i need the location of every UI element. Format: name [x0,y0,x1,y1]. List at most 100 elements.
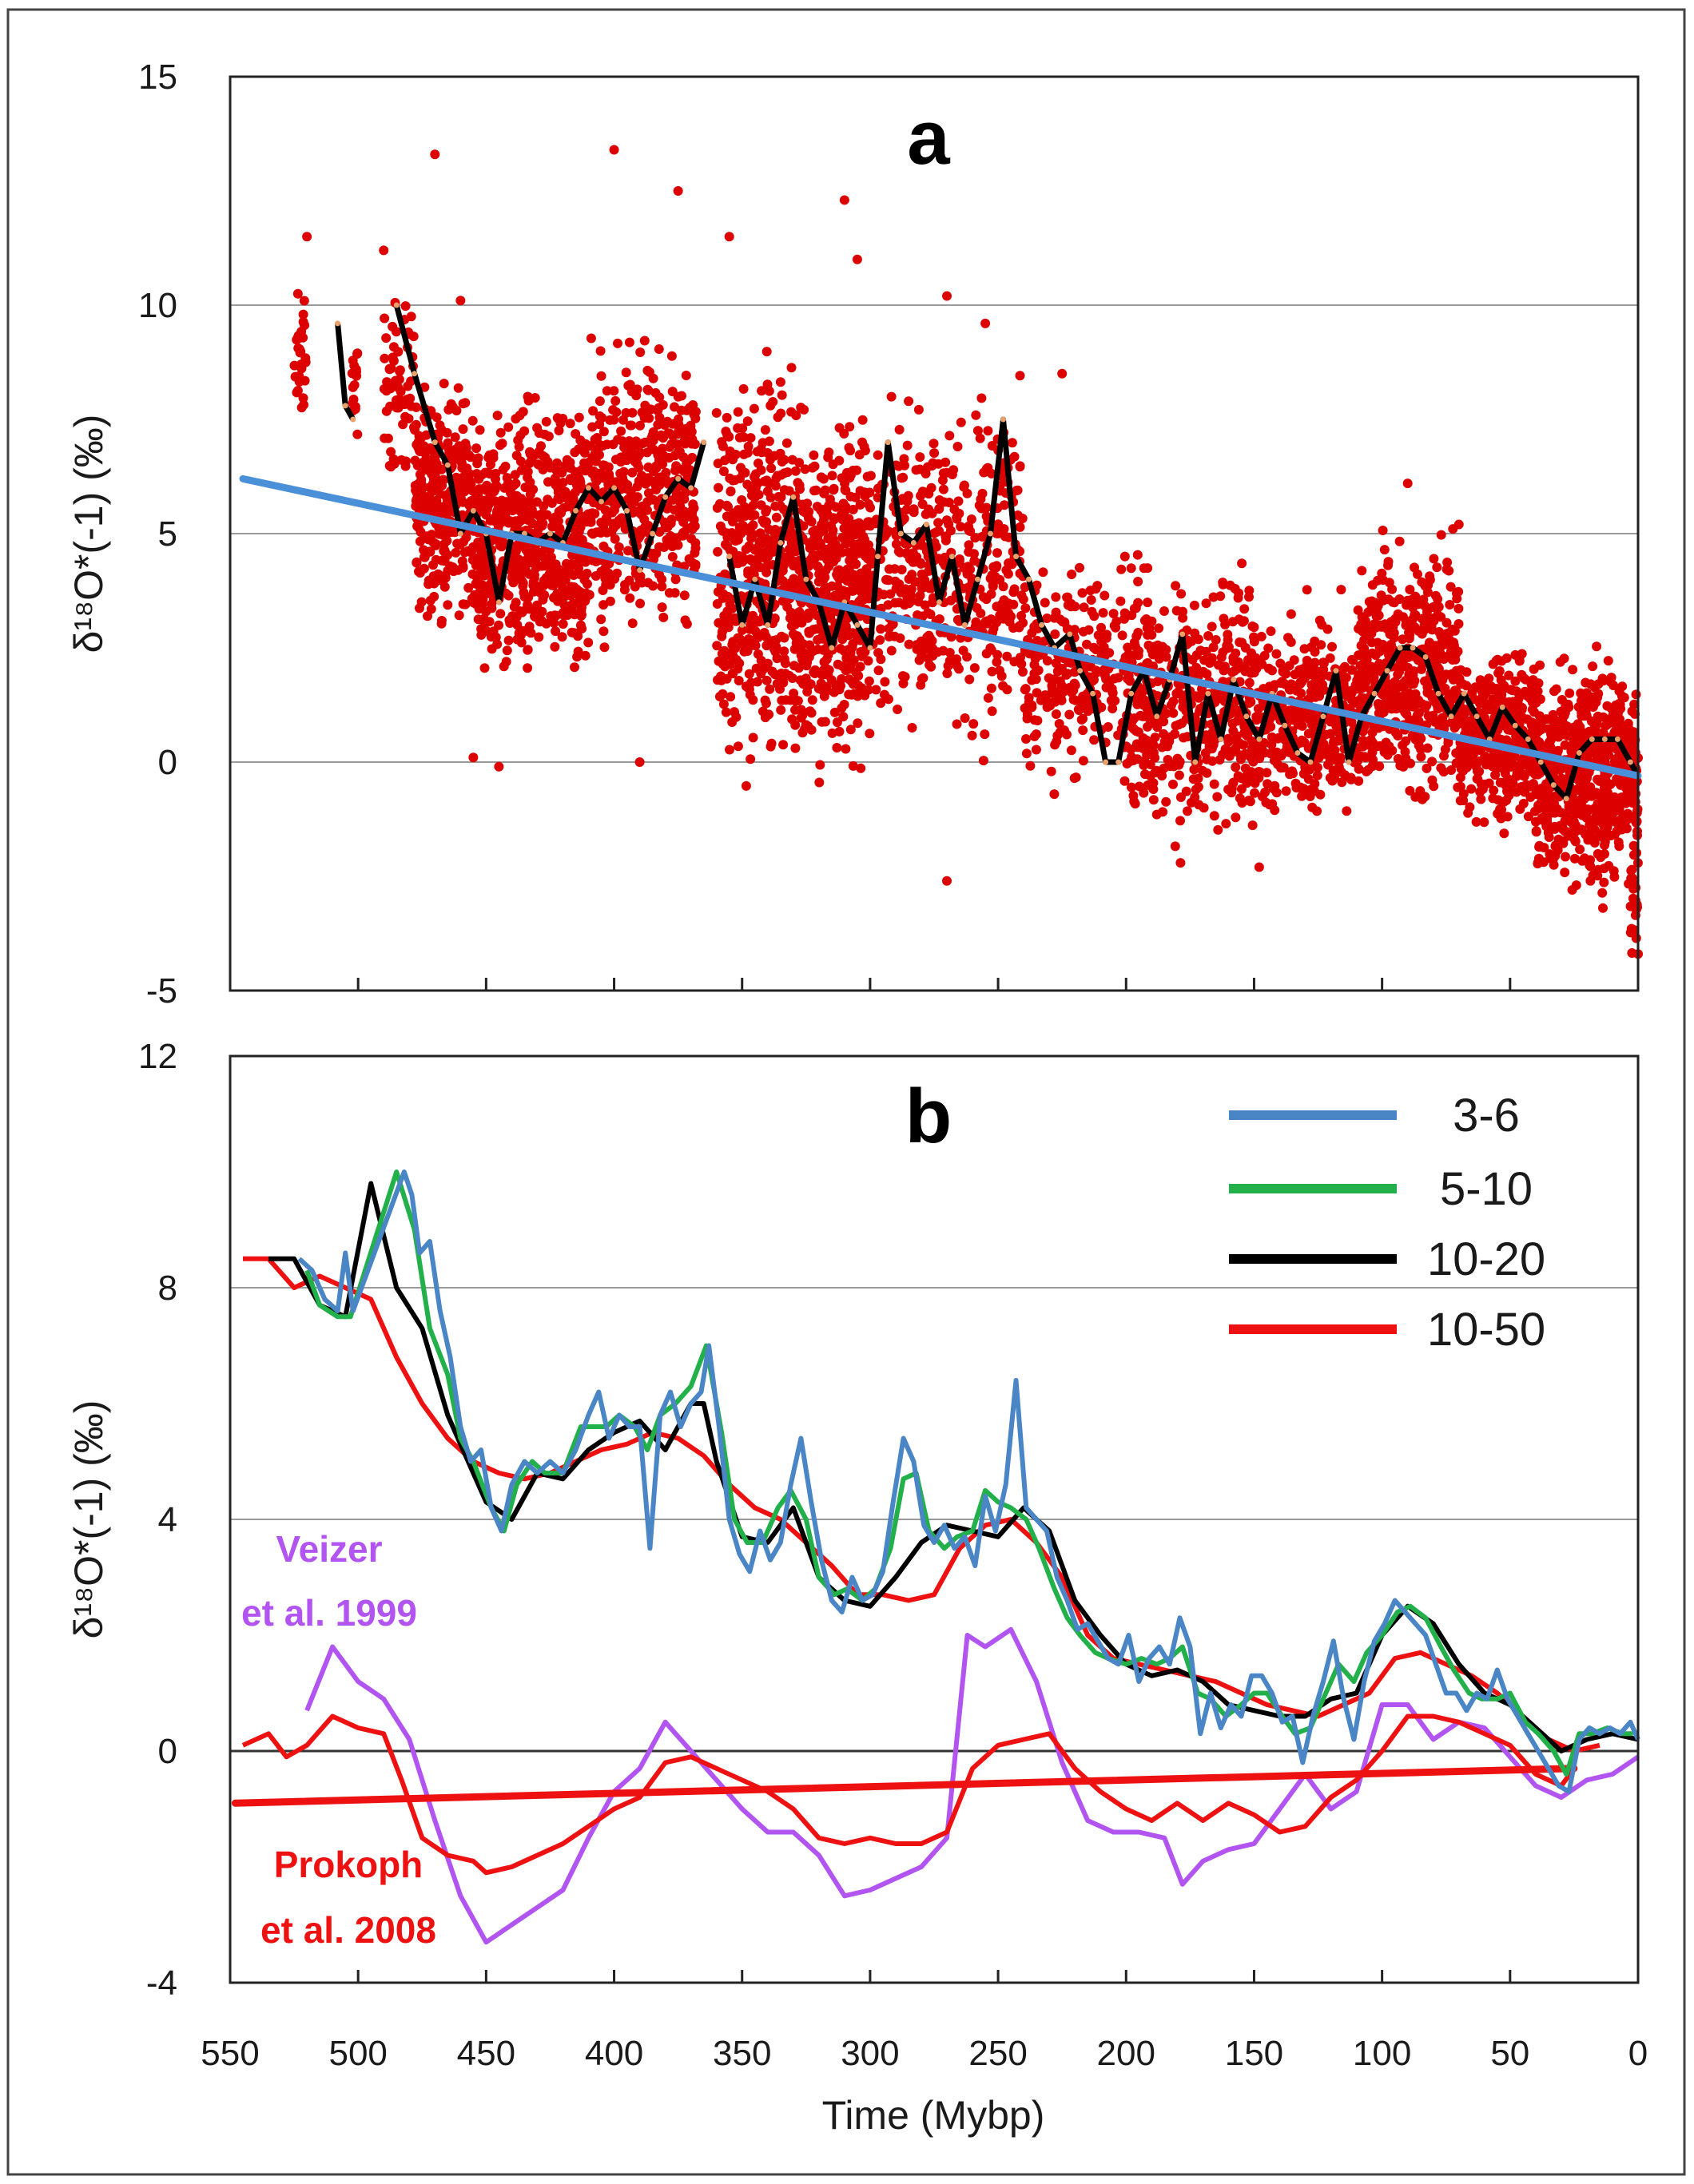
scatter-point [733,407,743,417]
scatter-point [462,463,472,474]
scatter-point [793,615,803,625]
scatter-point [561,460,571,471]
scatter-point [1235,793,1245,804]
scatter-point [831,681,841,691]
scatter-point [555,576,565,586]
scatter-point [795,484,805,494]
scatter-point [992,548,1002,558]
scatter-point [742,416,753,427]
scatter-point [1241,729,1251,740]
scatter-point [654,570,664,580]
scatter-point [1014,622,1024,633]
scatter-point [821,505,832,514]
scatter-point [635,598,646,609]
scatter-point [541,461,551,471]
scatter-point [429,571,439,582]
scatter-point [420,552,430,562]
scatter-point [1220,619,1231,629]
scatter-point [856,763,866,773]
scatter-point [713,586,723,597]
scatter-point [1357,612,1367,622]
scatter-point [425,595,435,606]
scatter-point [1493,751,1504,761]
scatter-point [657,582,667,592]
scatter-point [1123,649,1134,659]
scatter-point [1146,741,1156,752]
scatter-point [614,542,624,552]
scatter-point [1015,462,1025,472]
scatter-point [1327,641,1337,652]
scatter-point [1317,671,1327,681]
scatter-point [642,473,653,483]
scatter-point [804,608,813,618]
scatter-point [1127,782,1136,792]
scatter-point [627,407,638,418]
scatter-point [750,562,760,572]
scatter-point [643,462,654,472]
scatter-point [745,554,755,564]
scatter-point [804,652,814,662]
scatter-point [1015,371,1025,381]
scatter-point [533,459,543,470]
scatter-point [826,542,837,552]
scatter-point [671,489,682,499]
scatter-point [728,668,738,678]
scatter-point [585,441,595,451]
scatter-point [690,538,701,548]
scatter-point [557,569,567,578]
scatter-point [1406,701,1417,712]
scatter-point [1159,763,1169,773]
scatter-point [1007,438,1017,448]
scatter-point [1195,645,1206,656]
scatter-point [1222,641,1232,651]
scatter-point [388,321,398,332]
scatter-point [952,719,962,729]
scatter-point [1342,806,1352,816]
scatter-point [503,422,514,432]
scatter-point [1183,806,1192,816]
scatter-point [461,532,471,542]
scatter-point [503,590,514,601]
scatter-point [756,669,766,679]
scatter-point [724,431,734,442]
scatter-point [762,347,772,357]
scatter-point [835,644,845,653]
scatter-point [800,724,809,734]
scatter-point [1038,567,1048,578]
scatter-point [987,706,997,717]
scatter-point [1066,745,1076,756]
scatter-point [1259,650,1270,661]
scatter-point [1463,808,1473,818]
scatter-point [1354,764,1364,774]
scatter-point [541,416,551,427]
scatter-point [654,392,665,403]
scatter-point [658,433,668,443]
scatter-point [543,494,553,505]
scatter-point [715,521,726,531]
scatter-point [467,415,478,426]
scatter-point [921,578,931,589]
scatter-point [1115,596,1126,606]
scatter-point [1113,673,1123,683]
scatter-point [1486,681,1497,692]
scatter-point [299,296,309,306]
scatter-point [596,614,606,625]
scatter-point [980,729,990,740]
scatter-point [1410,562,1419,573]
scatter-point [1433,704,1443,714]
scatter-point [1175,792,1186,802]
scatter-point [944,648,955,657]
scatter-point [1207,621,1217,632]
scatter-point [1422,587,1433,598]
scatter-point [415,470,425,479]
scatter-point [815,760,825,770]
scatter-point [654,344,664,354]
scatter-point [657,602,667,613]
scatter-point [1161,709,1171,719]
scatter-point [1193,666,1203,677]
scatter-point [674,426,684,436]
scatter-point [863,656,873,666]
scatter-point [515,501,526,511]
scatter-point [431,539,441,550]
scatter-point [380,353,390,363]
